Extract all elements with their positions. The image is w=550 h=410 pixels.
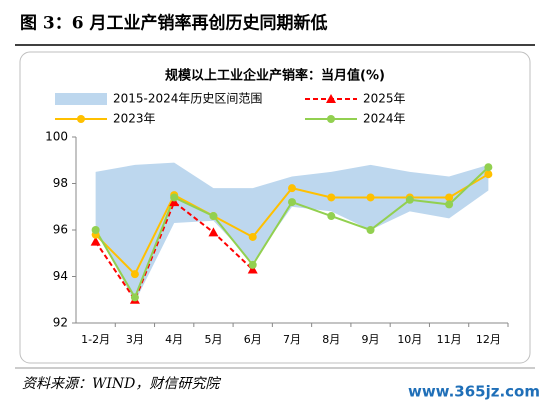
source-note: 资料来源：WIND，财信研究院 [22, 376, 221, 392]
x-tick-label: 9月 [362, 333, 380, 346]
marker [248, 260, 257, 269]
marker [247, 264, 258, 274]
legend-marker [77, 115, 85, 123]
marker [169, 197, 180, 207]
legend-marker [327, 115, 335, 123]
watermark: www.365jz.com [408, 383, 540, 401]
legend-label: 2025年 [363, 92, 406, 106]
x-tick-label: 1-2月 [81, 333, 110, 346]
marker [445, 200, 454, 209]
marker [130, 293, 139, 302]
marker [327, 212, 336, 221]
page-title: 图 3：6 月工业产销率再创历史同期新低 [20, 13, 328, 34]
marker [209, 212, 218, 221]
marker [484, 170, 493, 179]
legend-marker [326, 94, 336, 103]
series-line [94, 200, 254, 302]
marker [484, 163, 493, 172]
chart-title: 规模以上工业企业产销率：当月值(%) [165, 68, 385, 84]
x-tick-label: 3月 [126, 333, 144, 346]
x-tick-label: 5月 [204, 333, 222, 346]
x-tick-label: 8月 [322, 333, 340, 346]
y-tick-label: 92 [53, 316, 68, 330]
legend-label: 2023年 [113, 112, 156, 126]
x-tick-label: 12月 [476, 333, 501, 346]
marker [248, 232, 257, 241]
marker [208, 227, 219, 237]
legend-label: 2015-2024年历史区间范围 [113, 92, 262, 106]
marker [445, 193, 454, 202]
x-tick-label: 4月 [165, 333, 183, 346]
marker [405, 195, 414, 204]
marker [288, 184, 296, 193]
x-tick-label: 10月 [397, 333, 422, 346]
marker [366, 226, 375, 234]
marker [130, 270, 139, 279]
x-tick-label: 6月 [244, 333, 262, 346]
legend-swatch [55, 93, 107, 105]
y-tick-label: 96 [53, 223, 68, 237]
marker [170, 193, 179, 202]
marker [90, 236, 101, 246]
x-tick-label: 11月 [437, 333, 462, 346]
y-tick-label: 98 [53, 176, 68, 190]
marker [327, 193, 336, 202]
marker [91, 226, 100, 234]
marker [366, 193, 375, 202]
y-tick-label: 94 [53, 269, 68, 283]
legend-label: 2024年 [363, 112, 406, 126]
y-tick-label: 100 [45, 130, 68, 144]
x-tick-label: 7月 [283, 333, 301, 346]
marker [288, 198, 296, 207]
